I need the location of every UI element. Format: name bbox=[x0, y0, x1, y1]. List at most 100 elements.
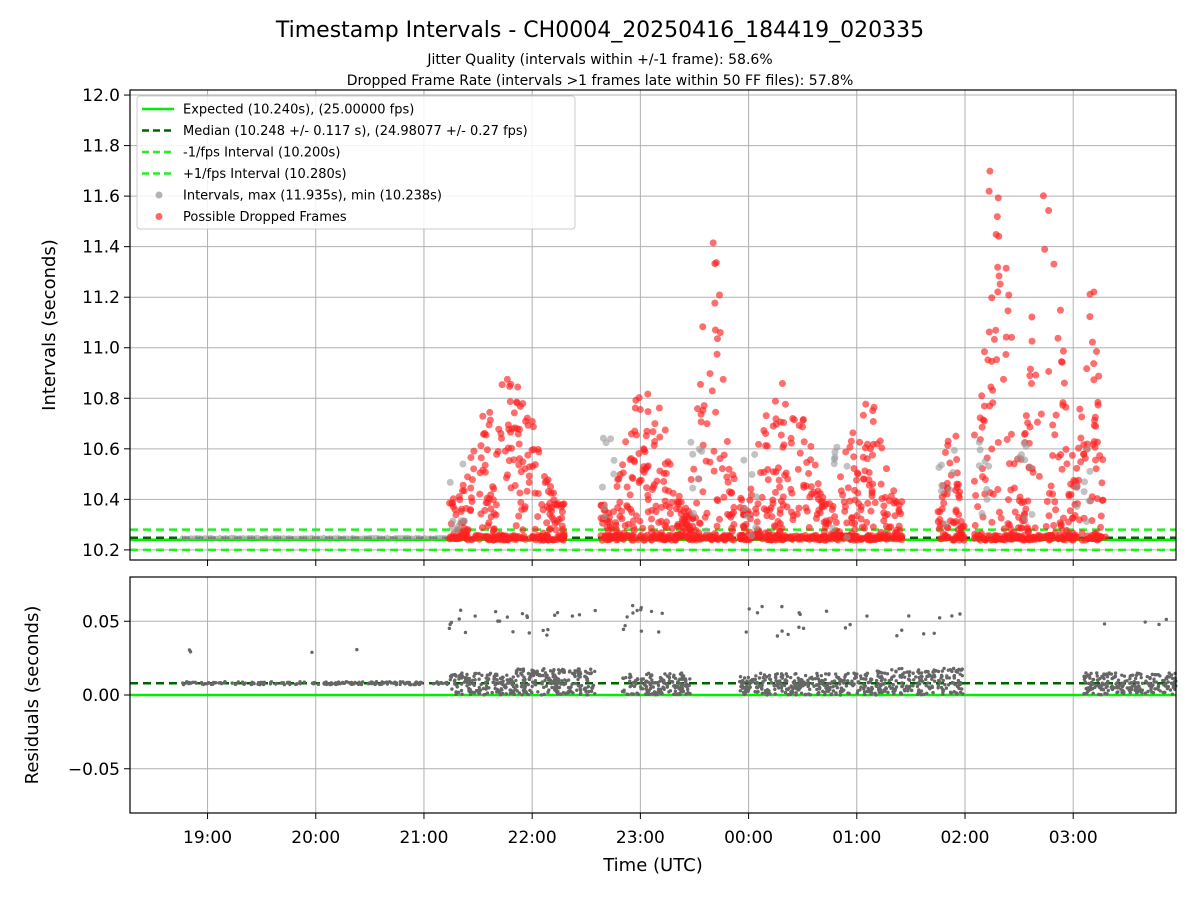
dropped-frame-point bbox=[650, 441, 658, 449]
residual-point bbox=[919, 689, 924, 693]
dropped-frame-point bbox=[777, 497, 785, 505]
residual-point bbox=[567, 670, 572, 674]
residual-point bbox=[1113, 671, 1118, 675]
dropped-frame-point bbox=[859, 411, 867, 419]
residual-point bbox=[543, 671, 548, 675]
residual-point bbox=[547, 688, 551, 692]
residual-point bbox=[930, 684, 934, 688]
bottom-y-axis-label: Residuals (seconds) bbox=[22, 606, 43, 785]
residual-point bbox=[957, 683, 962, 687]
dropped-frame-point bbox=[778, 379, 786, 387]
residual-outlier-point bbox=[541, 628, 545, 633]
residual-outlier-point bbox=[937, 616, 942, 620]
residual-point bbox=[505, 678, 509, 682]
residual-outlier-point bbox=[797, 625, 801, 629]
dropped-frame-point bbox=[890, 487, 898, 495]
dropped-frame-point bbox=[665, 487, 673, 495]
dropped-frame-point bbox=[518, 534, 526, 542]
residual-point bbox=[900, 681, 904, 685]
residual-outlier-point bbox=[660, 611, 664, 615]
residual-point bbox=[905, 684, 909, 688]
dropped-frame-point bbox=[636, 406, 644, 414]
dropped-frame-point bbox=[1075, 476, 1083, 484]
residual-outlier-point bbox=[1102, 622, 1107, 626]
dropped-frame-point bbox=[709, 239, 717, 247]
dropped-frame-point bbox=[1078, 529, 1086, 537]
dropped-frame-point bbox=[470, 465, 478, 473]
residual-outlier-point bbox=[546, 627, 550, 632]
dropped-frame-point bbox=[970, 431, 978, 439]
x-tick-label: 23:00 bbox=[616, 828, 665, 848]
residual-point bbox=[394, 681, 398, 685]
dropped-frame-point bbox=[753, 518, 761, 526]
dropped-frame-point bbox=[771, 397, 779, 405]
dropped-frame-point bbox=[779, 443, 787, 451]
interval-point bbox=[695, 445, 703, 453]
residual-point bbox=[838, 682, 842, 686]
dropped-frame-point bbox=[1029, 468, 1037, 476]
residual-point bbox=[468, 690, 472, 694]
residual-point bbox=[533, 678, 538, 683]
residual-point bbox=[500, 675, 505, 680]
dropped-frame-point bbox=[740, 524, 748, 532]
residual-point bbox=[854, 675, 858, 679]
dropped-frame-point bbox=[1004, 520, 1012, 528]
dropped-frame-point bbox=[721, 534, 729, 542]
dropped-frame-point bbox=[730, 503, 738, 511]
dropped-frame-point bbox=[468, 498, 476, 506]
dropped-frame-point bbox=[802, 535, 810, 543]
dropped-frame-point bbox=[723, 437, 731, 445]
residual-point bbox=[738, 675, 743, 679]
legend-label: Expected (10.240s), (25.00000 fps) bbox=[183, 103, 414, 118]
residual-outlier-point bbox=[630, 603, 635, 608]
residual-point bbox=[486, 677, 491, 681]
dropped-frame-point bbox=[459, 481, 467, 489]
residual-point bbox=[1110, 676, 1114, 681]
residual-point bbox=[769, 681, 774, 685]
dropped-frame-point bbox=[1065, 492, 1073, 500]
dropped-frame-point bbox=[764, 476, 772, 484]
dropped-frame-point bbox=[613, 482, 621, 490]
dropped-frame-point bbox=[528, 446, 536, 454]
residual-point bbox=[1140, 681, 1145, 686]
residual-point bbox=[838, 693, 843, 697]
residual-point bbox=[755, 690, 759, 694]
residual-point bbox=[501, 691, 505, 696]
dropped-frame-point bbox=[479, 412, 487, 420]
residual-point bbox=[627, 675, 632, 680]
dropped-frame-point bbox=[795, 504, 803, 512]
dropped-frame-point bbox=[819, 493, 827, 501]
residual-point bbox=[673, 676, 678, 681]
dropped-frame-point bbox=[693, 499, 701, 507]
residual-point bbox=[510, 689, 514, 694]
residual-outlier-point bbox=[639, 629, 644, 633]
residual-point bbox=[562, 682, 566, 687]
dropped-frame-point bbox=[774, 464, 782, 472]
dropped-frame-point bbox=[695, 519, 703, 527]
residual-point bbox=[490, 690, 494, 695]
dropped-frame-point bbox=[760, 427, 768, 435]
residual-point bbox=[1151, 690, 1156, 695]
dropped-frame-point bbox=[1050, 260, 1058, 268]
top-y-tick-label: 10.6 bbox=[82, 440, 120, 460]
residual-point bbox=[758, 671, 763, 676]
residual-point bbox=[782, 683, 787, 688]
residual-point bbox=[764, 675, 769, 679]
dropped-frame-point bbox=[1007, 486, 1015, 494]
dropped-frame-point bbox=[687, 475, 695, 483]
dropped-frame-point bbox=[467, 484, 475, 492]
residual-point bbox=[1087, 686, 1092, 691]
residual-point bbox=[940, 669, 945, 673]
residual-point bbox=[942, 666, 946, 671]
dropped-frame-point bbox=[730, 520, 738, 528]
dropped-frame-point bbox=[1093, 348, 1101, 356]
residual-point bbox=[295, 682, 299, 686]
residual-point bbox=[460, 692, 464, 696]
residual-point bbox=[513, 687, 517, 691]
residual-point bbox=[366, 682, 371, 686]
residual-point bbox=[281, 681, 286, 685]
residual-point bbox=[1163, 684, 1168, 688]
residual-point bbox=[848, 681, 853, 686]
dropped-frame-point bbox=[1031, 524, 1039, 532]
dropped-frame-point bbox=[854, 470, 862, 478]
